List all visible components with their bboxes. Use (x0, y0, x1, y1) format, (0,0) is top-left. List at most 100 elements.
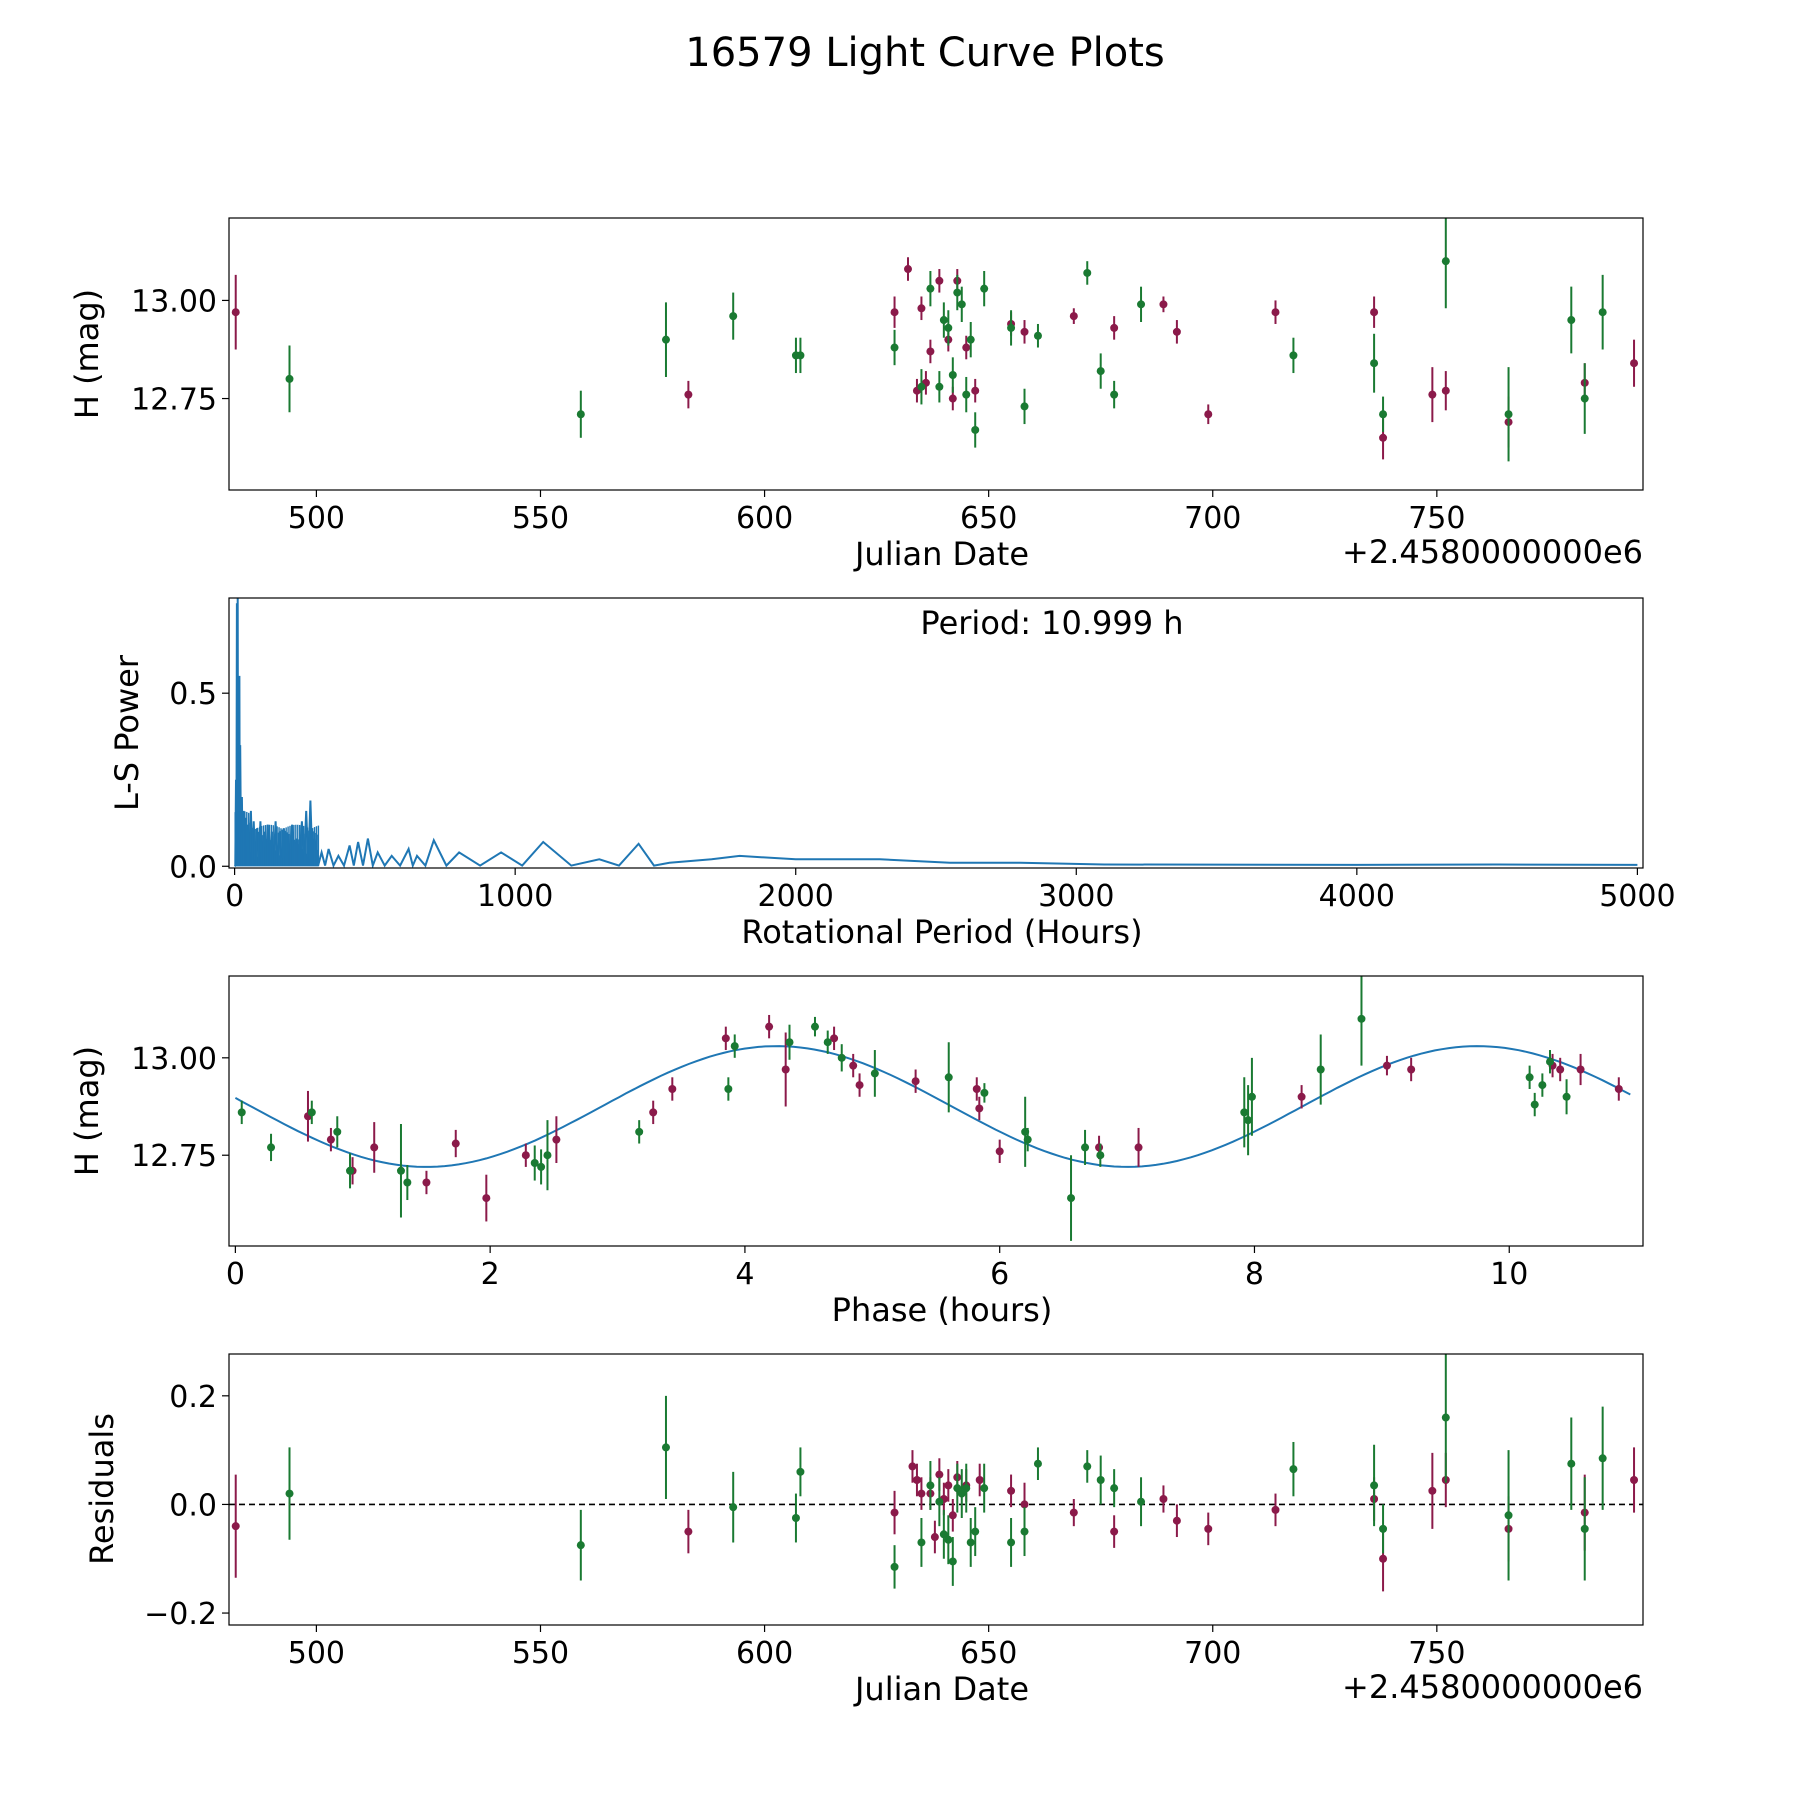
data-point (870, 1069, 879, 1078)
data-point (1083, 1462, 1092, 1471)
data-point (890, 1562, 899, 1571)
data-point (1240, 1108, 1249, 1117)
data-point (1134, 1143, 1143, 1152)
y-tick-label: 0.2 (169, 1380, 217, 1415)
data-point (1007, 1486, 1016, 1495)
data-point (926, 284, 935, 293)
data-point (823, 1038, 832, 1047)
data-point (635, 1127, 644, 1136)
data-point (684, 1527, 693, 1536)
data-point (1096, 1475, 1105, 1484)
data-point (975, 1104, 984, 1113)
data-point (935, 1497, 944, 1506)
y-axis-label: Residuals (83, 1413, 121, 1565)
plot-area-residuals (229, 1354, 1643, 1592)
data-point (962, 343, 971, 352)
data-point (935, 1470, 944, 1479)
data-point (543, 1151, 552, 1160)
data-point (237, 1108, 246, 1117)
data-point (1297, 1092, 1306, 1101)
x-axis-label: Phase (hours) (832, 1291, 1053, 1329)
data-point (1379, 1524, 1388, 1533)
x-tick-label: 500 (288, 501, 345, 536)
data-point (1379, 433, 1388, 442)
y-tick-label: 13.00 (131, 284, 217, 319)
data-point (661, 1443, 670, 1452)
data-point (1289, 1465, 1298, 1474)
data-point (730, 1042, 739, 1051)
data-point (957, 300, 966, 309)
data-point (1525, 1073, 1534, 1082)
period-annotation: Period: 10.999 h (920, 604, 1183, 642)
data-point (724, 1084, 733, 1093)
data-point (1289, 351, 1298, 360)
data-point (1441, 257, 1450, 266)
data-point (1023, 1135, 1032, 1144)
data-point (948, 1557, 957, 1566)
y-tick-label: 12.75 (131, 1139, 217, 1174)
data-point (1504, 1511, 1513, 1520)
data-point (1379, 410, 1388, 419)
data-point (1033, 1459, 1042, 1468)
x-tick-label: 550 (512, 1636, 569, 1671)
x-tick-label: 750 (1408, 501, 1465, 536)
y-tick-label: 0.5 (169, 677, 217, 712)
data-point (912, 1475, 921, 1484)
data-point (917, 1489, 926, 1498)
data-point (1567, 316, 1576, 325)
data-point (953, 1484, 962, 1493)
data-point (396, 1166, 405, 1175)
data-point (346, 1166, 355, 1175)
data-point (1598, 1454, 1607, 1463)
axes-frame (228, 217, 1644, 491)
data-point (948, 1511, 957, 1520)
data-point (1137, 1497, 1146, 1506)
data-point (1159, 1495, 1168, 1504)
data-point (1020, 1527, 1029, 1536)
data-point (917, 304, 926, 313)
data-point (530, 1159, 539, 1168)
data-point (729, 312, 738, 321)
data-point (552, 1135, 561, 1144)
data-point (1567, 1459, 1576, 1468)
data-point (944, 1073, 953, 1082)
y-tick-label: 0.0 (169, 850, 217, 885)
data-point (1357, 1014, 1366, 1023)
data-point (1370, 1481, 1379, 1490)
data-point (1630, 359, 1639, 368)
x-tick-label: 6 (990, 1257, 1009, 1292)
data-point (971, 425, 980, 434)
data-point (482, 1194, 491, 1203)
data-point (849, 1061, 858, 1070)
data-point (521, 1151, 530, 1160)
plot-area-periodogram (233, 598, 1638, 868)
data-point (1441, 1413, 1450, 1422)
data-point (1630, 1475, 1639, 1484)
data-point (1316, 1065, 1325, 1074)
data-point (966, 335, 975, 344)
data-point (855, 1081, 864, 1090)
data-point (765, 1022, 774, 1031)
data-point (935, 382, 944, 391)
x-tick-label: 600 (736, 1636, 793, 1671)
data-point (1370, 308, 1379, 317)
data-point (451, 1139, 460, 1148)
data-point (962, 1484, 971, 1493)
data-point (1546, 1057, 1555, 1066)
data-point (995, 1147, 1004, 1156)
data-point (890, 1508, 899, 1517)
data-point (796, 351, 805, 360)
data-point (1271, 1505, 1280, 1514)
data-point (1110, 1484, 1119, 1493)
data-point (810, 1022, 819, 1031)
data-point (1204, 410, 1213, 419)
data-point (1110, 323, 1119, 332)
data-point (576, 1541, 585, 1550)
data-point (948, 370, 957, 379)
x-tick-label: 5000 (1599, 879, 1675, 914)
data-point (1530, 1100, 1539, 1109)
data-point (1081, 1143, 1090, 1152)
data-point (926, 1481, 935, 1490)
